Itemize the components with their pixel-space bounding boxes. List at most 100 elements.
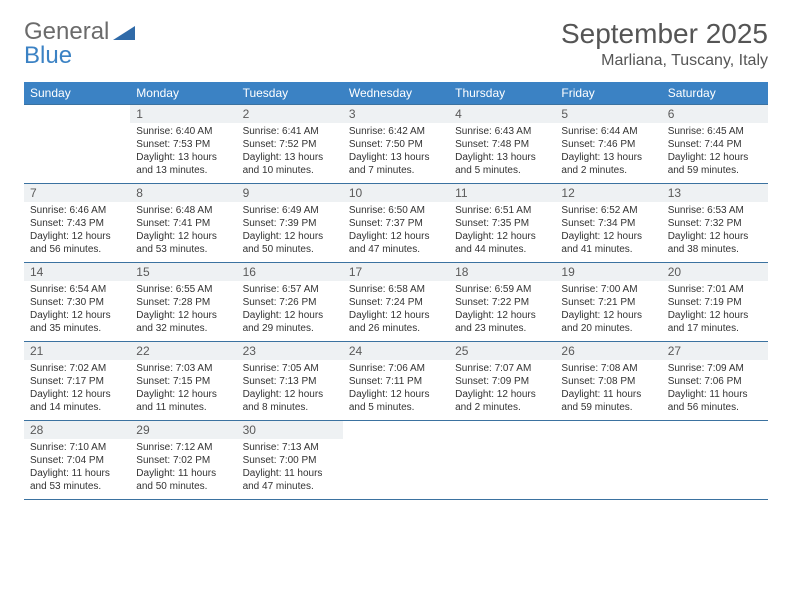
day-line: Sunrise: 7:01 AM	[668, 283, 762, 296]
day-cell: 8Sunrise: 6:48 AMSunset: 7:41 PMDaylight…	[130, 184, 236, 263]
day-cell	[24, 105, 130, 184]
day-body: Sunrise: 7:02 AMSunset: 7:17 PMDaylight:…	[24, 360, 130, 420]
day-cell: 2Sunrise: 6:41 AMSunset: 7:52 PMDaylight…	[237, 105, 343, 184]
day-line: Daylight: 13 hours	[455, 151, 549, 164]
day-line: and 14 minutes.	[30, 401, 124, 414]
day-cell: 29Sunrise: 7:12 AMSunset: 7:02 PMDayligh…	[130, 421, 236, 500]
day-number: 27	[662, 342, 768, 360]
logo-triangle-icon	[113, 24, 135, 40]
day-line: Sunrise: 7:10 AM	[30, 441, 124, 454]
day-cell: 24Sunrise: 7:06 AMSunset: 7:11 PMDayligh…	[343, 342, 449, 421]
day-cell: 17Sunrise: 6:58 AMSunset: 7:24 PMDayligh…	[343, 263, 449, 342]
day-body	[24, 123, 130, 131]
day-number: 28	[24, 421, 130, 439]
day-number: 29	[130, 421, 236, 439]
week-row: 21Sunrise: 7:02 AMSunset: 7:17 PMDayligh…	[24, 342, 768, 421]
day-number: 20	[662, 263, 768, 281]
day-line: Sunset: 7:08 PM	[561, 375, 655, 388]
day-cell: 26Sunrise: 7:08 AMSunset: 7:08 PMDayligh…	[555, 342, 661, 421]
day-number: 13	[662, 184, 768, 202]
day-line: Daylight: 13 hours	[349, 151, 443, 164]
day-body: Sunrise: 7:08 AMSunset: 7:08 PMDaylight:…	[555, 360, 661, 420]
logo-text-blue: Blue	[24, 42, 72, 70]
day-body	[449, 439, 555, 447]
day-body	[662, 439, 768, 447]
day-cell	[449, 421, 555, 500]
day-line: Sunset: 7:46 PM	[561, 138, 655, 151]
day-body: Sunrise: 6:53 AMSunset: 7:32 PMDaylight:…	[662, 202, 768, 262]
day-number: 18	[449, 263, 555, 281]
title-block: September 2025 Marliana, Tuscany, Italy	[561, 18, 768, 70]
day-cell: 11Sunrise: 6:51 AMSunset: 7:35 PMDayligh…	[449, 184, 555, 263]
day-line: Daylight: 13 hours	[243, 151, 337, 164]
day-line: Daylight: 12 hours	[30, 230, 124, 243]
day-line: Sunrise: 6:45 AM	[668, 125, 762, 138]
day-line: and 59 minutes.	[561, 401, 655, 414]
day-header: Wednesday	[343, 82, 449, 105]
day-line: Daylight: 12 hours	[349, 230, 443, 243]
day-line: and 10 minutes.	[243, 164, 337, 177]
day-cell: 7Sunrise: 6:46 AMSunset: 7:43 PMDaylight…	[24, 184, 130, 263]
day-number: 15	[130, 263, 236, 281]
day-line: Sunrise: 6:58 AM	[349, 283, 443, 296]
day-line: Sunrise: 6:46 AM	[30, 204, 124, 217]
day-line: Sunset: 7:02 PM	[136, 454, 230, 467]
day-line: Daylight: 13 hours	[561, 151, 655, 164]
day-line: Sunrise: 6:59 AM	[455, 283, 549, 296]
day-line: Daylight: 12 hours	[561, 309, 655, 322]
location: Marliana, Tuscany, Italy	[561, 52, 768, 70]
calendar-table: SundayMondayTuesdayWednesdayThursdayFrid…	[24, 82, 768, 500]
day-cell: 28Sunrise: 7:10 AMSunset: 7:04 PMDayligh…	[24, 421, 130, 500]
day-number: 23	[237, 342, 343, 360]
day-line: and 8 minutes.	[243, 401, 337, 414]
day-line: Sunset: 7:13 PM	[243, 375, 337, 388]
day-line: Sunset: 7:52 PM	[243, 138, 337, 151]
day-line: Sunset: 7:50 PM	[349, 138, 443, 151]
day-line: Sunset: 7:26 PM	[243, 296, 337, 309]
day-line: Sunset: 7:34 PM	[561, 217, 655, 230]
day-number: 2	[237, 105, 343, 123]
day-line: Sunset: 7:28 PM	[136, 296, 230, 309]
day-line: and 53 minutes.	[30, 480, 124, 493]
day-line: Daylight: 12 hours	[455, 388, 549, 401]
day-header: Tuesday	[237, 82, 343, 105]
day-cell: 21Sunrise: 7:02 AMSunset: 7:17 PMDayligh…	[24, 342, 130, 421]
day-body: Sunrise: 6:50 AMSunset: 7:37 PMDaylight:…	[343, 202, 449, 262]
day-body	[343, 439, 449, 447]
day-number: 30	[237, 421, 343, 439]
day-line: Sunset: 7:35 PM	[455, 217, 549, 230]
day-line: Daylight: 12 hours	[668, 309, 762, 322]
day-body: Sunrise: 7:13 AMSunset: 7:00 PMDaylight:…	[237, 439, 343, 499]
day-line: and 41 minutes.	[561, 243, 655, 256]
day-line: Sunrise: 6:51 AM	[455, 204, 549, 217]
day-number	[343, 421, 449, 439]
day-line: Sunrise: 6:52 AM	[561, 204, 655, 217]
day-line: and 56 minutes.	[30, 243, 124, 256]
day-line: Daylight: 12 hours	[668, 230, 762, 243]
day-body: Sunrise: 6:54 AMSunset: 7:30 PMDaylight:…	[24, 281, 130, 341]
day-number: 11	[449, 184, 555, 202]
day-header: Friday	[555, 82, 661, 105]
day-line: and 20 minutes.	[561, 322, 655, 335]
day-number	[662, 421, 768, 439]
day-body: Sunrise: 6:55 AMSunset: 7:28 PMDaylight:…	[130, 281, 236, 341]
day-number: 25	[449, 342, 555, 360]
day-line: Sunset: 7:44 PM	[668, 138, 762, 151]
day-cell: 23Sunrise: 7:05 AMSunset: 7:13 PMDayligh…	[237, 342, 343, 421]
day-number: 5	[555, 105, 661, 123]
day-cell: 3Sunrise: 6:42 AMSunset: 7:50 PMDaylight…	[343, 105, 449, 184]
day-line: and 32 minutes.	[136, 322, 230, 335]
day-line: Sunset: 7:09 PM	[455, 375, 549, 388]
day-line: and 35 minutes.	[30, 322, 124, 335]
day-number: 26	[555, 342, 661, 360]
day-body: Sunrise: 6:58 AMSunset: 7:24 PMDaylight:…	[343, 281, 449, 341]
day-line: Sunrise: 6:57 AM	[243, 283, 337, 296]
day-line: and 47 minutes.	[243, 480, 337, 493]
day-line: and 13 minutes.	[136, 164, 230, 177]
day-line: Sunrise: 6:54 AM	[30, 283, 124, 296]
day-cell: 20Sunrise: 7:01 AMSunset: 7:19 PMDayligh…	[662, 263, 768, 342]
day-line: and 2 minutes.	[561, 164, 655, 177]
day-number: 14	[24, 263, 130, 281]
day-header: Saturday	[662, 82, 768, 105]
day-number	[24, 105, 130, 123]
